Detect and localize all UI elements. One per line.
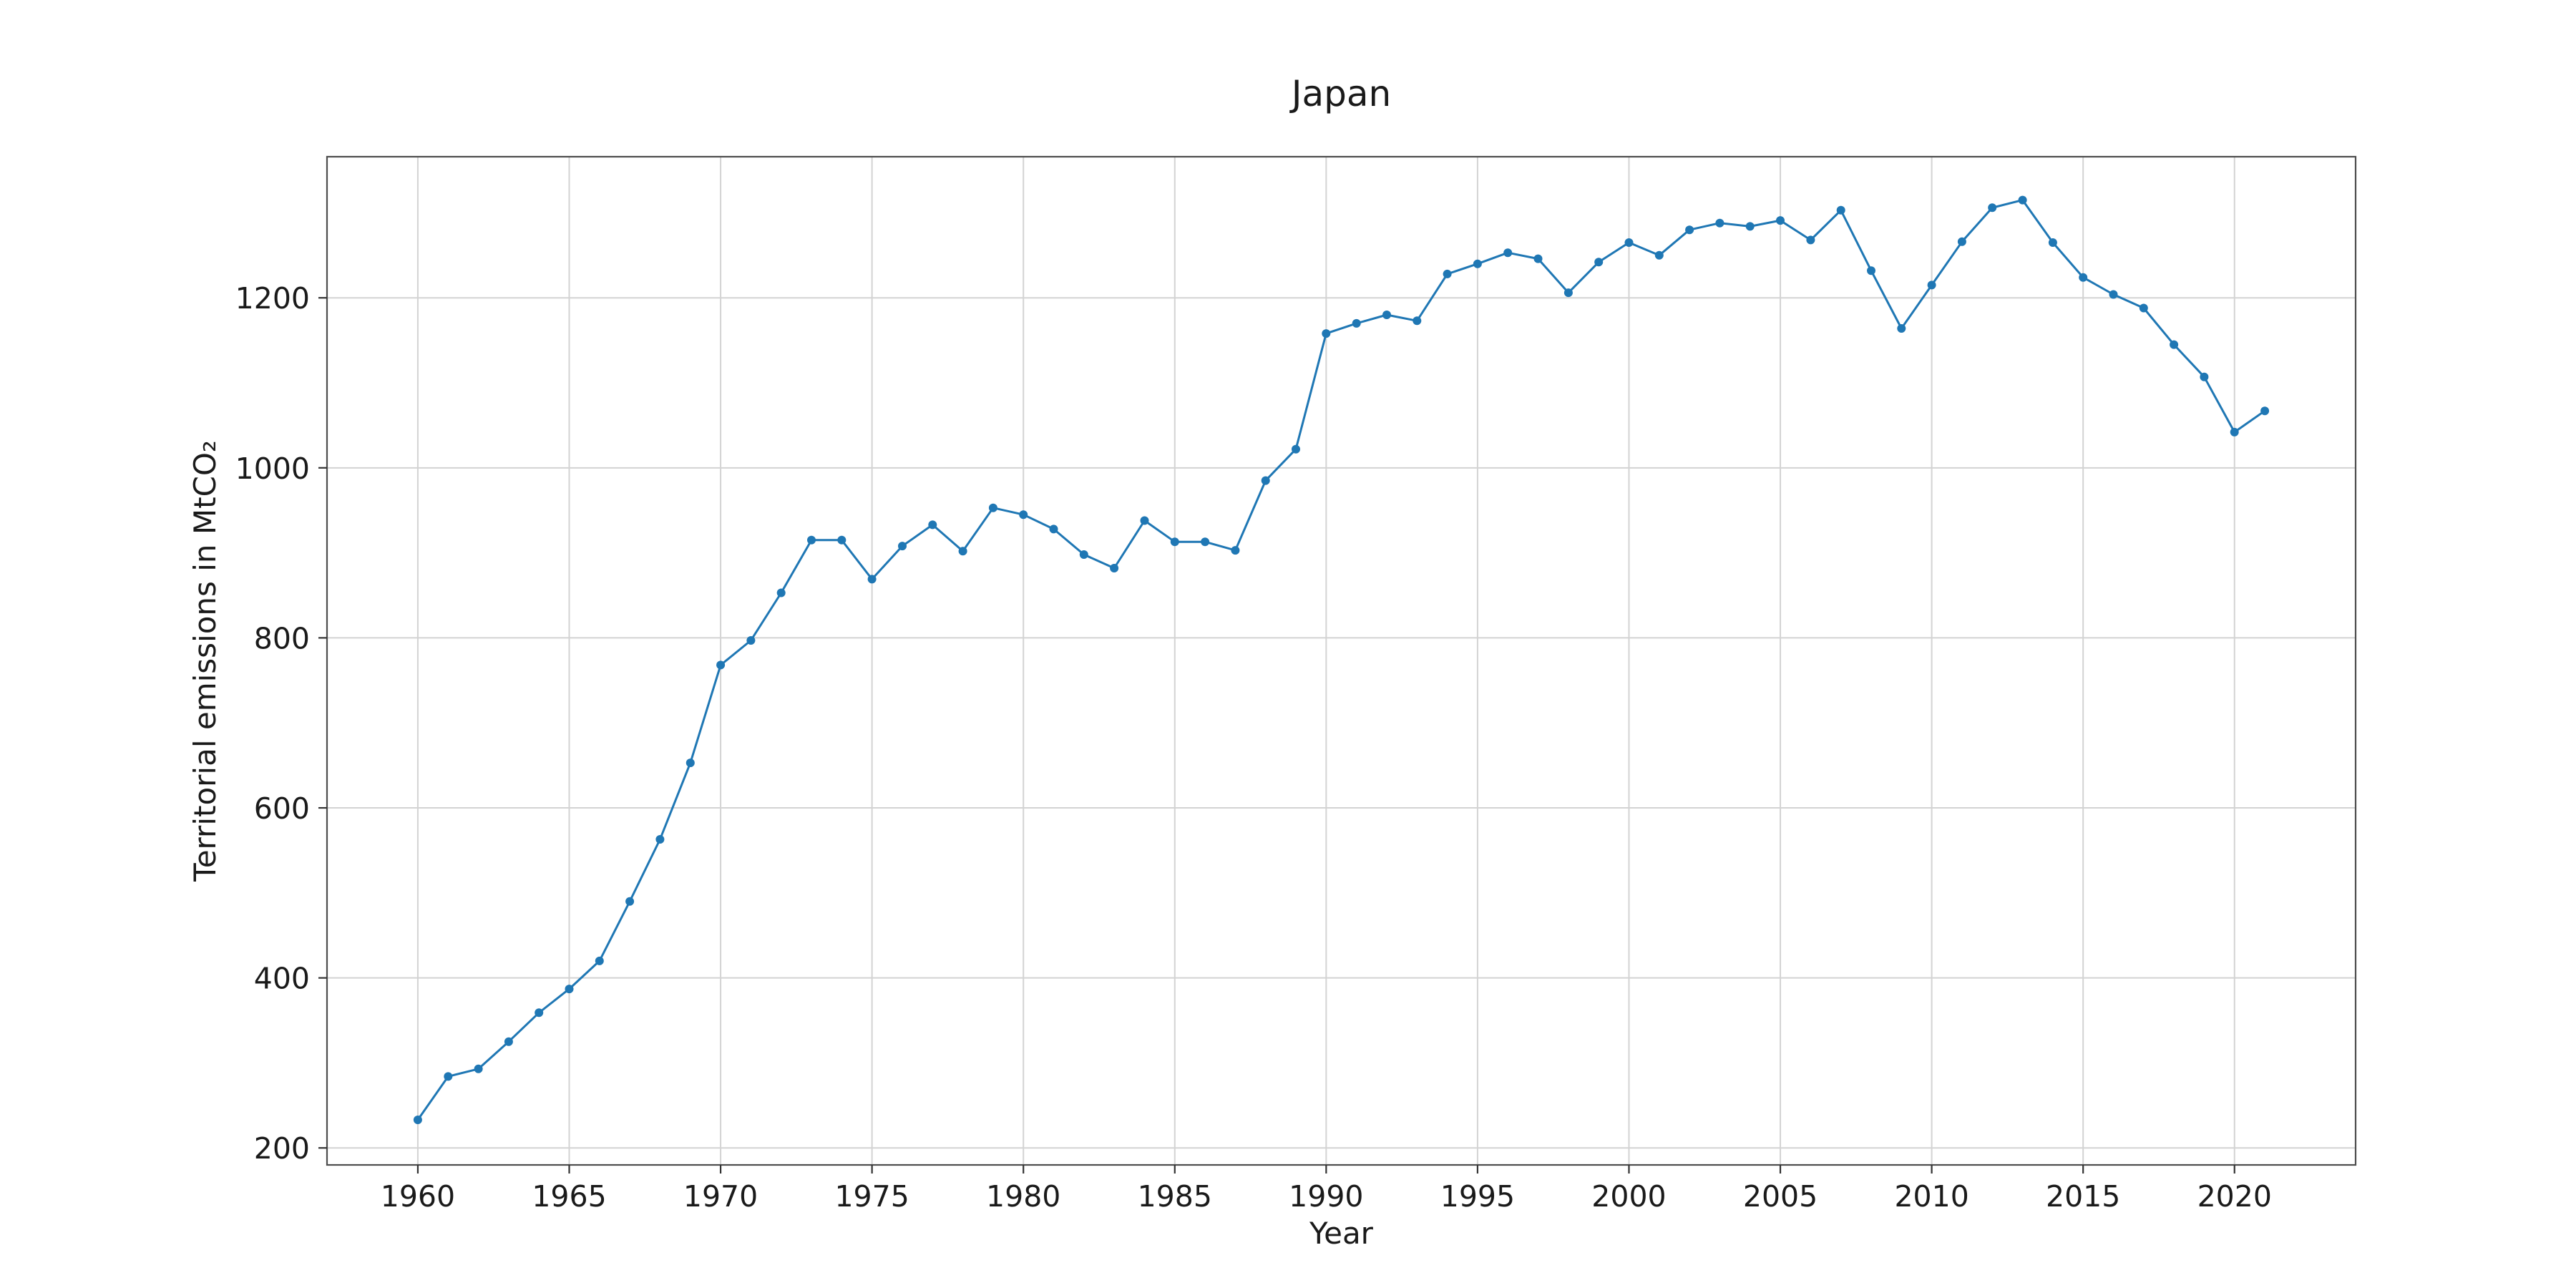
data-point <box>1654 250 1664 260</box>
y-tick-label: 800 <box>254 621 310 655</box>
data-point <box>1231 546 1240 555</box>
data-point <box>928 520 937 530</box>
data-point <box>474 1064 483 1073</box>
data-point <box>1322 329 1331 338</box>
data-point <box>1867 266 1875 275</box>
data-point <box>1170 537 1179 547</box>
data-point <box>2048 238 2057 247</box>
data-point <box>1806 235 1815 245</box>
data-point <box>2018 195 2027 205</box>
data-point <box>807 535 816 545</box>
x-tick-label: 1995 <box>1440 1179 1515 1214</box>
data-point <box>2200 372 2209 381</box>
x-tick-label: 1960 <box>381 1179 455 1214</box>
data-point <box>1988 203 1997 213</box>
data-point <box>1352 318 1361 328</box>
x-tick-label: 1965 <box>532 1179 606 1214</box>
data-point <box>2079 273 2088 282</box>
data-point <box>1897 324 1906 333</box>
emissions-line <box>416 199 2265 1121</box>
data-point <box>1594 258 1604 267</box>
data-point <box>2260 406 2270 416</box>
x-tick-label: 2015 <box>2046 1179 2120 1214</box>
data-point <box>1685 225 1694 235</box>
data-point <box>2170 340 2179 349</box>
data-point <box>867 575 877 584</box>
x-tick-label: 1980 <box>986 1179 1060 1214</box>
data-point <box>1019 510 1028 519</box>
y-tick-label: 600 <box>254 791 310 826</box>
data-point <box>504 1037 513 1046</box>
data-point <box>1503 248 1513 258</box>
data-point <box>1533 254 1543 263</box>
x-tick-label: 2005 <box>1743 1179 1818 1214</box>
data-point <box>898 542 907 551</box>
plot-frame <box>326 155 2357 1166</box>
data-point <box>2230 427 2239 436</box>
x-axis-label: Year <box>1309 1216 1374 1251</box>
y-tick-label: 1000 <box>235 452 310 486</box>
data-point <box>1110 564 1119 572</box>
y-tick-label: 400 <box>254 962 310 996</box>
data-point <box>2139 303 2148 313</box>
data-point <box>595 956 604 965</box>
data-point <box>1261 476 1270 485</box>
x-tick-label: 1975 <box>834 1179 909 1214</box>
chart-title: Japan <box>1289 73 1391 114</box>
y-axis-label: Territorial emissions in MtCO₂ <box>187 440 223 882</box>
data-point <box>746 636 756 645</box>
data-points <box>413 195 2270 1124</box>
data-point <box>1624 238 1634 247</box>
x-tick-label: 2000 <box>1591 1179 1666 1214</box>
data-point <box>1201 537 1210 547</box>
x-tick-label: 1985 <box>1138 1179 1212 1214</box>
data-point <box>625 897 635 906</box>
data-point <box>1049 525 1058 534</box>
data-point <box>1836 205 1845 215</box>
data-point <box>655 835 665 844</box>
data-point <box>716 660 726 670</box>
axis-ticks: 1960 1965 1970 1975 1980 1985 1990 1995 2000 2005… <box>235 281 2272 1214</box>
data-point <box>1957 237 1966 246</box>
data-point <box>1563 288 1573 298</box>
y-tick-label: 1200 <box>235 281 310 316</box>
data-point <box>444 1072 453 1081</box>
data-point <box>535 1008 544 1018</box>
data-point <box>837 535 847 545</box>
x-tick-label: 2010 <box>1894 1179 1968 1214</box>
data-point <box>1140 516 1149 525</box>
data-point <box>686 758 695 768</box>
data-point <box>1413 316 1422 326</box>
data-point <box>1927 280 1936 290</box>
series-layer <box>413 195 2270 1124</box>
data-point <box>1079 550 1088 559</box>
data-point <box>1382 311 1391 319</box>
y-tick-label: 200 <box>254 1131 310 1166</box>
data-point <box>958 547 967 556</box>
data-point <box>988 503 997 512</box>
data-point <box>1745 222 1755 231</box>
data-point <box>1776 216 1785 225</box>
x-tick-label: 2020 <box>2197 1179 2272 1214</box>
data-point <box>565 985 574 994</box>
grid <box>327 157 2356 1165</box>
data-point <box>413 1116 422 1124</box>
x-tick-label: 1990 <box>1289 1179 1363 1214</box>
data-point <box>1443 269 1452 278</box>
data-point <box>776 588 786 597</box>
data-point <box>1473 259 1482 268</box>
data-point <box>1292 444 1300 454</box>
data-point <box>2109 290 2118 299</box>
data-point <box>1715 218 1724 228</box>
x-tick-label: 1970 <box>683 1179 758 1214</box>
